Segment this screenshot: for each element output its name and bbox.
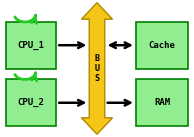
Text: Cache: Cache xyxy=(149,41,175,50)
Text: CPU_1: CPU_1 xyxy=(18,41,44,50)
Text: B
U
S: B U S xyxy=(94,54,100,83)
FancyBboxPatch shape xyxy=(6,79,56,126)
Polygon shape xyxy=(81,3,113,134)
FancyBboxPatch shape xyxy=(136,79,188,126)
FancyBboxPatch shape xyxy=(6,22,56,68)
FancyBboxPatch shape xyxy=(136,22,188,68)
Text: CPU_2: CPU_2 xyxy=(18,98,44,107)
Text: RAM: RAM xyxy=(154,98,170,107)
